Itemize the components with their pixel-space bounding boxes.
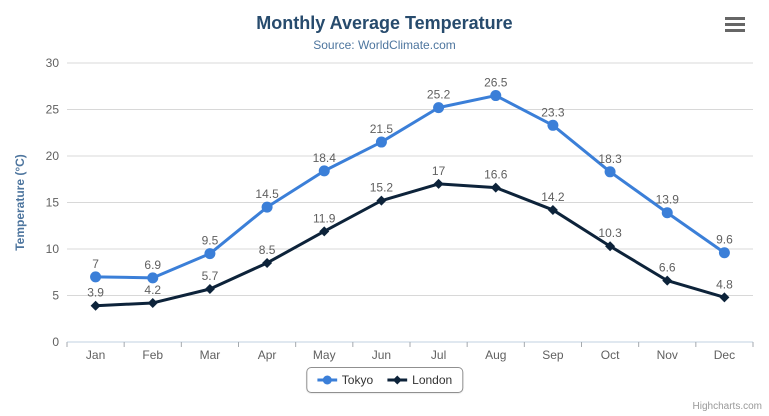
x-axis-label: Oct bbox=[601, 348, 620, 362]
series-london-point-jun[interactable] bbox=[376, 195, 387, 206]
x-axis-label: Nov bbox=[657, 348, 678, 362]
data-label-tokyo: 25.2 bbox=[427, 88, 451, 102]
x-axis-label: Apr bbox=[258, 348, 277, 362]
legend-item-tokyo[interactable]: Tokyo bbox=[316, 373, 374, 387]
y-axis-label: 0 bbox=[52, 335, 59, 349]
data-label-london: 8.5 bbox=[259, 243, 276, 257]
series-tokyo-point-feb[interactable] bbox=[147, 272, 159, 284]
data-label-london: 17 bbox=[432, 164, 446, 178]
series-tokyo-point-dec[interactable] bbox=[718, 247, 730, 259]
data-label-tokyo: 6.9 bbox=[144, 258, 161, 272]
x-axis-label: Feb bbox=[142, 348, 163, 362]
x-axis-label: Jul bbox=[431, 348, 446, 362]
series-tokyo-point-oct[interactable] bbox=[604, 166, 616, 178]
data-label-tokyo: 18.4 bbox=[313, 151, 337, 165]
data-label-tokyo: 14.5 bbox=[255, 187, 279, 201]
data-label-london: 15.2 bbox=[370, 181, 394, 195]
series-london-point-feb[interactable] bbox=[147, 297, 158, 308]
series-london-point-apr[interactable] bbox=[262, 257, 273, 268]
series-london-point-may[interactable] bbox=[319, 226, 330, 237]
series-tokyo-point-jul[interactable] bbox=[433, 102, 445, 114]
data-label-london: 16.6 bbox=[484, 168, 508, 182]
legend-marker-tokyo-icon bbox=[316, 375, 337, 385]
series-tokyo-point-apr[interactable] bbox=[261, 201, 273, 213]
x-axis-label: May bbox=[313, 348, 336, 362]
data-label-london: 10.3 bbox=[598, 226, 622, 240]
data-label-tokyo: 26.5 bbox=[484, 76, 508, 90]
x-axis-label: Jun bbox=[372, 348, 391, 362]
series-london-point-oct[interactable] bbox=[605, 241, 616, 252]
x-axis-label: Aug bbox=[485, 348, 506, 362]
x-axis-label: Sep bbox=[542, 348, 564, 362]
series-london-point-sep[interactable] bbox=[547, 204, 558, 215]
x-axis-label: Jan bbox=[86, 348, 105, 362]
data-label-london: 4.2 bbox=[144, 283, 161, 297]
data-label-tokyo: 13.9 bbox=[656, 193, 680, 207]
series-tokyo-point-sep[interactable] bbox=[547, 119, 559, 131]
series-london-point-dec[interactable] bbox=[719, 292, 730, 303]
y-axis-label: 20 bbox=[46, 149, 60, 163]
data-label-tokyo: 9.6 bbox=[716, 233, 733, 247]
legend-label-tokyo: Tokyo bbox=[341, 373, 374, 387]
series-london-point-jul[interactable] bbox=[433, 178, 444, 189]
series-tokyo-point-mar[interactable] bbox=[204, 248, 216, 260]
series-tokyo-point-jan[interactable] bbox=[90, 271, 102, 283]
data-label-tokyo: 18.3 bbox=[598, 152, 622, 166]
legend-label-london: London bbox=[412, 373, 453, 387]
chart-legend: Tokyo London bbox=[305, 367, 464, 393]
data-label-tokyo: 21.5 bbox=[370, 122, 394, 136]
chart-subtitle: Source: WorldClimate.com bbox=[313, 38, 456, 52]
chart-title: Monthly Average Temperature bbox=[256, 13, 513, 33]
y-axis-label: 30 bbox=[46, 56, 60, 70]
legend-marker-london-icon bbox=[387, 375, 408, 385]
x-axis-label: Mar bbox=[200, 348, 221, 362]
series-london-point-aug[interactable] bbox=[490, 182, 501, 193]
y-axis-title: Temperature (°C) bbox=[13, 154, 27, 251]
data-label-london: 6.6 bbox=[659, 261, 676, 275]
x-axis-label: Dec bbox=[714, 348, 735, 362]
y-axis-label: 25 bbox=[46, 103, 60, 117]
y-axis-label: 15 bbox=[46, 196, 60, 210]
series-line-tokyo[interactable] bbox=[94, 94, 726, 280]
series-london-point-mar[interactable] bbox=[204, 283, 215, 294]
series-tokyo-point-nov[interactable] bbox=[661, 207, 673, 219]
data-label-london: 14.2 bbox=[541, 190, 565, 204]
series-line-london[interactable] bbox=[94, 182, 726, 308]
data-label-tokyo: 7 bbox=[92, 257, 99, 271]
export-menu-button[interactable] bbox=[725, 13, 749, 35]
data-label-london: 5.7 bbox=[202, 269, 219, 283]
data-label-tokyo: 9.5 bbox=[202, 234, 219, 248]
series-london-point-jan[interactable] bbox=[90, 300, 101, 311]
legend-item-london[interactable]: London bbox=[387, 373, 452, 387]
series-tokyo-point-jun[interactable] bbox=[375, 136, 387, 148]
y-axis-label: 5 bbox=[52, 289, 59, 303]
series-tokyo-point-aug[interactable] bbox=[490, 90, 502, 102]
series-london-point-nov[interactable] bbox=[662, 275, 673, 286]
y-axis-label: 10 bbox=[46, 242, 60, 256]
series-tokyo-point-may[interactable] bbox=[318, 165, 330, 177]
data-label-london: 3.9 bbox=[87, 286, 104, 300]
data-label-tokyo: 23.3 bbox=[541, 105, 565, 119]
credits-link[interactable]: Highcharts.com bbox=[692, 401, 762, 412]
data-label-london: 11.9 bbox=[313, 211, 336, 225]
data-label-london: 4.8 bbox=[716, 277, 733, 291]
